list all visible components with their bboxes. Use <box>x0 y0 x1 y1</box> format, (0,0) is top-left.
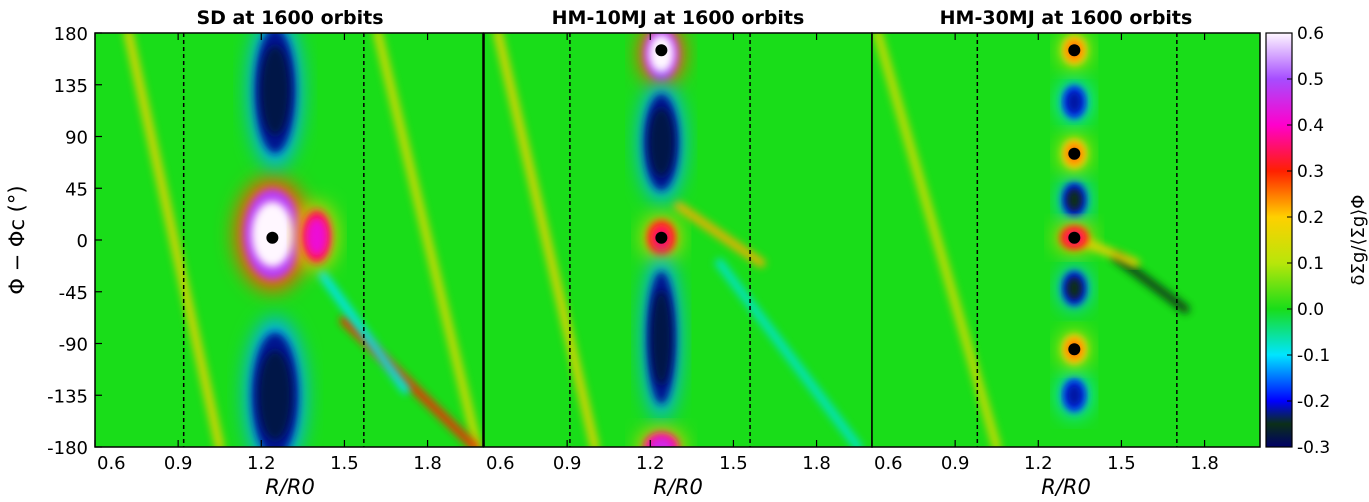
x-tick-label: 0.6 <box>874 453 903 474</box>
panel-hm10-field <box>484 33 872 447</box>
x-tick-label: 0.9 <box>164 453 193 474</box>
colorbar-tick-label: 0.0 <box>1297 300 1324 320</box>
vortex-center-marker <box>1068 343 1081 356</box>
colorbar-tick-label: -0.3 <box>1297 438 1330 458</box>
colorbar-tick-label: 0.3 <box>1297 162 1324 182</box>
vortex-core <box>1066 187 1083 212</box>
x-tick-label: 1.2 <box>1024 453 1053 474</box>
y-tick-label: 180 <box>54 24 88 45</box>
panel-title-hm10: HM-10MJ at 1600 orbits <box>552 7 805 29</box>
colorbar: 0.6 0.5 0.4 0.3 0.2 0.1 0.0 -0.1 -0.2 -0.3 <box>1265 24 1330 458</box>
x-axis-label-sd: R/R0 <box>265 475 315 499</box>
vortex-core <box>1066 383 1083 408</box>
x-tick-label: 0.6 <box>486 453 515 474</box>
vortex-core <box>306 217 328 256</box>
colorbar-tick-label: 0.2 <box>1297 208 1324 228</box>
y-tick-label: 0 <box>77 231 88 252</box>
vortex-center-marker <box>655 231 668 244</box>
panel-sd-field <box>95 33 483 447</box>
y-tick-label: 90 <box>65 128 88 149</box>
panel-title-sd: SD at 1600 orbits <box>196 7 383 29</box>
panel-hm10: 0.6 0.9 1.2 1.5 1.8 <box>483 32 873 474</box>
x-tick-label: 0.9 <box>553 453 582 474</box>
vortex-core <box>648 107 674 177</box>
vortex-core <box>260 45 290 136</box>
spiral-streak <box>673 201 766 268</box>
colorbar-label: δΣg/⟨Σg⟩Φ <box>1348 195 1369 286</box>
panel-sd: 0.6 0.9 1.2 1.5 1.8 <box>94 32 484 474</box>
spiral-streak <box>715 258 863 447</box>
colorbar-tick-label: -0.2 <box>1297 392 1330 412</box>
y-tick-label: -90 <box>59 335 88 356</box>
x-tick-label: 1.8 <box>413 453 442 474</box>
y-tick-label: -180 <box>47 438 88 459</box>
y-tick-label: -135 <box>47 386 88 407</box>
vortex-center-marker <box>1068 44 1081 57</box>
vortex-core <box>1066 276 1083 301</box>
x-tick-label: 0.6 <box>97 453 126 474</box>
colorbar-tick-label: 0.4 <box>1297 116 1324 136</box>
spiral-streak <box>1111 252 1190 314</box>
vortex-center-marker <box>1068 231 1081 244</box>
x-tick-label: 1.5 <box>330 453 359 474</box>
x-axis-label-hm30: R/R0 <box>1041 475 1091 499</box>
vortex-core <box>1066 89 1083 115</box>
x-tick-label: 0.9 <box>941 453 970 474</box>
colorbar-tick-label: 0.6 <box>1297 24 1324 44</box>
x-tick-label: 1.8 <box>1190 453 1219 474</box>
y-axis: 180 135 90 45 0 -45 -90 -135 -180 <box>47 24 102 459</box>
vortex-core <box>648 436 674 447</box>
vortex-center-marker <box>655 44 668 57</box>
y-axis-label: Φ − Φc (°) <box>5 185 29 294</box>
heatmap-panels: 0.6 0.9 1.2 1.5 1.8 0.6 0.9 1.2 1.5 1.8 0.6 0.9 1.2 1… <box>94 32 1261 474</box>
vortex-core <box>650 290 672 386</box>
spiral-streak <box>493 33 600 447</box>
vortex-center-marker <box>266 231 279 244</box>
x-tick-label: 1.5 <box>719 453 748 474</box>
panel-title-hm30: HM-30MJ at 1600 orbits <box>940 7 1193 29</box>
y-tick-label: 45 <box>65 179 88 200</box>
colorbar-tick-label: 0.5 <box>1297 70 1324 90</box>
x-axis-label-hm10: R/R0 <box>653 475 703 499</box>
vortex-center-marker <box>1068 147 1081 160</box>
x-tick-label: 1.2 <box>247 453 276 474</box>
x-tick-label: 1.2 <box>636 453 665 474</box>
colorbar-tick-label: 0.1 <box>1297 254 1324 274</box>
figure-titles: SD at 1600 orbits HM-10MJ at 1600 orbits… <box>196 7 1192 29</box>
spiral-streak <box>123 33 225 447</box>
panel-frame <box>871 32 1261 448</box>
x-tick-label: 1.8 <box>802 453 831 474</box>
y-tick-label: -45 <box>59 283 88 304</box>
x-tick-label: 1.5 <box>1107 453 1136 474</box>
colorbar-tick-label: -0.1 <box>1297 346 1330 366</box>
y-tick-label: 135 <box>54 76 88 97</box>
spiral-streak <box>317 270 410 394</box>
spiral-streak <box>373 33 482 447</box>
colorbar-gradient <box>1265 32 1293 448</box>
panel-hm30: 0.6 0.9 1.2 1.5 1.8 <box>871 32 1261 474</box>
vortex-core <box>258 350 292 441</box>
panel-hm30-field <box>872 33 1260 447</box>
